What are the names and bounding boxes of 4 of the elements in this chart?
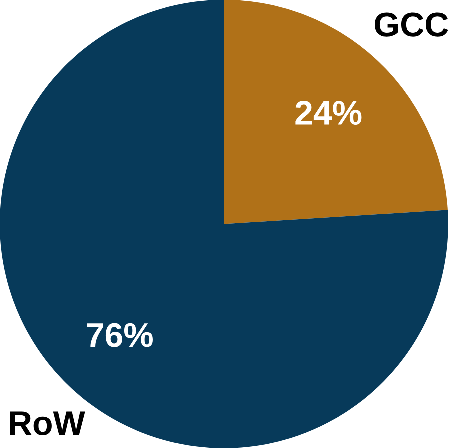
data-label: 76% <box>87 323 153 348</box>
slice-label: GCC <box>375 12 448 37</box>
data-label: 24% <box>296 100 362 125</box>
slice-label: RoW <box>10 412 86 436</box>
